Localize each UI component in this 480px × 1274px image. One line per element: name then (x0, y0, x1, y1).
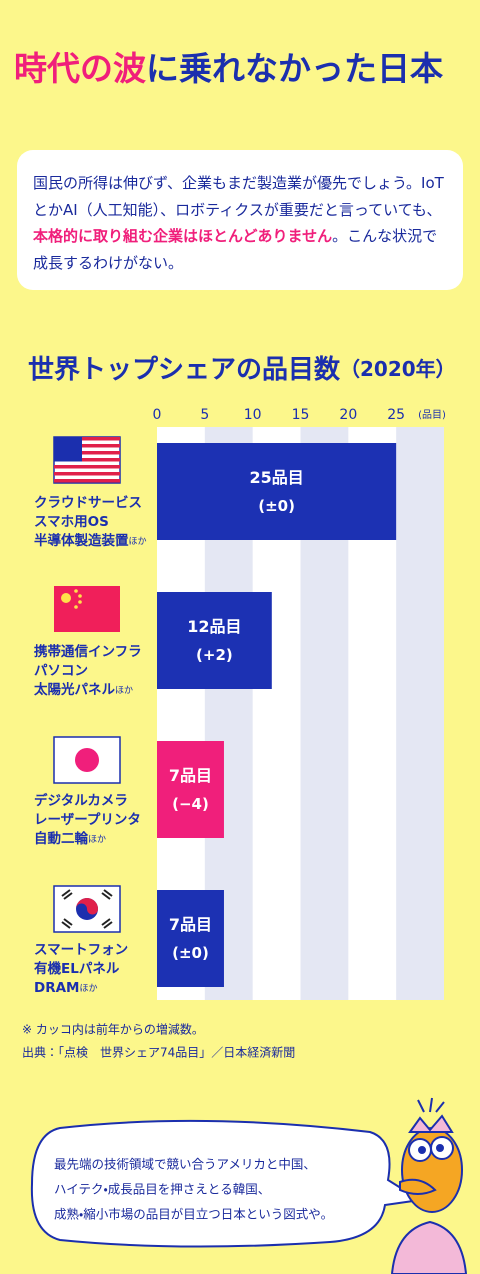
category-suffix: ほか (115, 685, 133, 696)
bar (157, 443, 397, 540)
speech-bubble (30, 1119, 423, 1248)
category-line: スマホ用OS (34, 514, 109, 530)
character (390, 1097, 468, 1274)
page-title: 時代の波に乗れなかった日本 (14, 49, 444, 88)
category-label: 太陽光パネルほか (34, 681, 133, 698)
change-label: (±0) (172, 944, 209, 962)
category-line: 携帯通信インフラ (34, 643, 142, 660)
category-label: スマホ用OS (34, 514, 109, 530)
category-label: DRAMほか (34, 980, 98, 996)
category-line: レーザープリンタ (34, 812, 141, 828)
category-line: スマートフォン (34, 942, 128, 958)
intro-text-part: 国民の所得は伸びず、企業もまだ製造業が優先でしょう。IoTとかAI（人工知能）、… (33, 174, 444, 219)
source: 出典：「点検 世界シェア74品目」／日本経済新聞 (22, 1046, 295, 1060)
category-suffix: ほか (88, 834, 106, 845)
category-line: DRAM (34, 980, 79, 996)
x-tick-label: 15 (292, 407, 310, 423)
value-label: 7品目 (169, 915, 212, 934)
flags (53, 436, 121, 933)
chart-title: 世界トップシェアの品目数（2020年） (28, 355, 456, 385)
intro-highlight: 本格的に取り組む企業はほとんどありません (33, 227, 333, 245)
bubble-line: 最先端の技術領域で競い合うアメリカと中国、 (54, 1157, 316, 1172)
x-tick-label: 20 (339, 407, 357, 423)
change-label: (+2) (196, 646, 233, 664)
x-tick-label: 25 (387, 407, 405, 423)
category-label: パソコン (34, 663, 88, 679)
category-label: 半導体製造装置ほか (34, 532, 147, 549)
category-line: 太陽光パネル (34, 681, 115, 698)
category-line: デジタルカメラ (34, 792, 128, 809)
category-line: 半導体製造装置 (34, 532, 129, 549)
bubble-line: ハイテク・成長品目を押さえとる韓国、 (54, 1182, 270, 1197)
category-suffix: ほか (79, 983, 97, 994)
bar (157, 890, 224, 987)
intro-text: 国民の所得は伸びず、企業もまだ製造業が優先でしょう。IoTとかAI（人工知能）、… (33, 170, 451, 276)
category-label: 有機ELパネル (34, 960, 120, 977)
x-tick-label: 5 (200, 407, 209, 423)
bubble-line: 成熟・縮小市場の品目が目立つ日本という図式や。 (54, 1207, 333, 1222)
category-line: クラウドサービス (34, 495, 142, 511)
flag-usa (53, 436, 121, 484)
change-label: (−4) (172, 795, 209, 813)
intro-box (17, 150, 463, 290)
title-accent: 時代の波 (14, 49, 146, 88)
x-tick-label: 0 (153, 407, 162, 423)
category-label: レーザープリンタ (34, 812, 141, 828)
category-line: 自動二輪 (34, 830, 88, 847)
chart-title-note: （2020年） (340, 357, 456, 381)
chart-title-main: 世界トップシェアの品目数 (28, 355, 341, 385)
title-rest: に乗れなかった日本 (146, 49, 444, 88)
x-unit: (品目) (418, 409, 446, 421)
category-line: パソコン (34, 663, 88, 679)
value-label: 7品目 (169, 766, 212, 785)
bar (157, 592, 272, 689)
flag-korea (53, 885, 121, 933)
flag-china (54, 586, 120, 632)
category-suffix: ほか (129, 536, 147, 547)
flag-japan (53, 736, 121, 784)
intro-text-part: 。こんな状況で成長するわけがない。 (33, 227, 438, 272)
x-tick-label: 10 (244, 407, 262, 423)
category-line: 有機ELパネル (34, 960, 120, 977)
value-label: 12品目 (187, 617, 241, 636)
category-label: 携帯通信インフラ (34, 643, 142, 660)
category-label: クラウドサービス (34, 495, 142, 511)
category-label: スマートフォン (34, 942, 128, 958)
category-label: デジタルカメラ (34, 792, 128, 809)
category-label: 自動二輪ほか (34, 830, 106, 847)
note: ※ カッコ内は前年からの増減数。 (22, 1022, 204, 1037)
bar (157, 741, 224, 838)
grid-band (396, 427, 444, 1000)
change-label: (±0) (258, 497, 295, 515)
value-label: 25品目 (249, 468, 303, 487)
